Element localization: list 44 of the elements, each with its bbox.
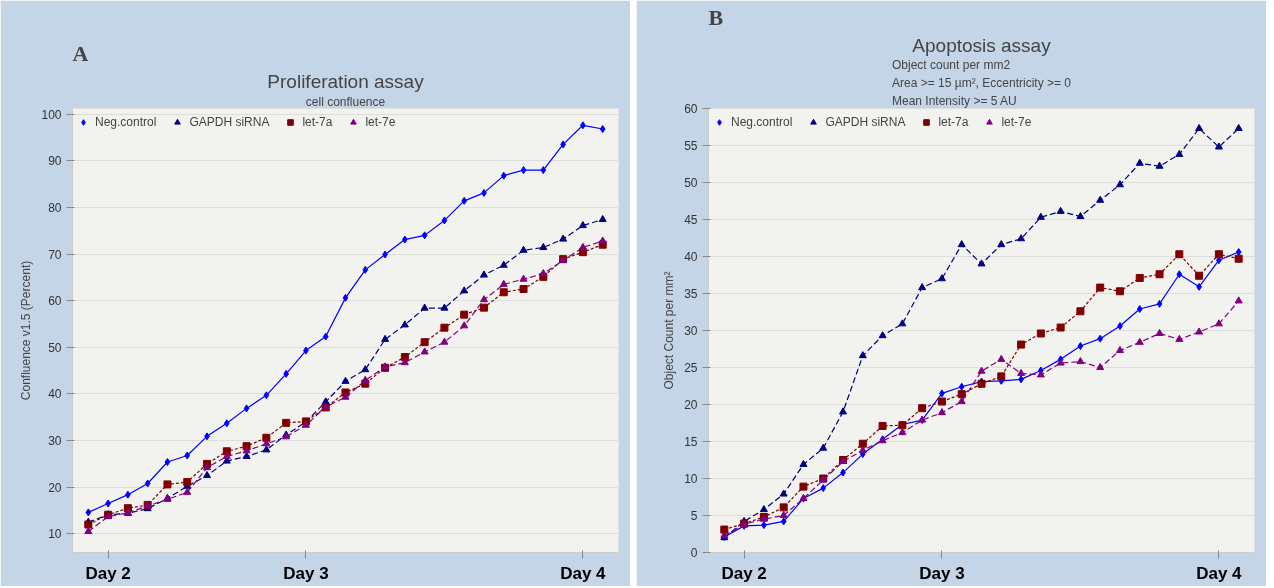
x-tick-label: Day 2	[85, 563, 131, 583]
y-tick-label: 5	[690, 509, 698, 523]
x-tick-label: Day 4	[1196, 563, 1243, 583]
x-tick-label: Day 4	[560, 563, 607, 583]
y-tick-label: 25	[684, 361, 698, 375]
legend-label: Neg.control	[731, 115, 793, 129]
y-tick-label: 35	[684, 287, 698, 301]
y-tick-label: 50	[48, 340, 62, 355]
chart-title: Proliferation assay	[267, 70, 425, 92]
chart-subtitle: cell confluence	[305, 94, 386, 109]
legend-label: let-7e	[1001, 115, 1032, 129]
y-tick-label: 60	[48, 294, 62, 309]
y-tick-label: 50	[684, 176, 698, 190]
y-tick-label: 60	[684, 102, 698, 116]
text: B	[708, 4, 724, 30]
y-tick-label: 20	[684, 398, 698, 412]
y-tick-label: 0	[690, 546, 698, 560]
x-tick-label: Day 2	[721, 563, 767, 583]
text: A	[72, 40, 89, 66]
y-axis-title: Object Count per mm²	[662, 271, 677, 390]
y-tick-label: 15	[684, 435, 698, 449]
legend-label: Neg.control	[95, 115, 157, 129]
y-tick-label: 70	[48, 247, 62, 262]
y-tick-label: 10	[684, 472, 698, 486]
y-tick-label: 80	[48, 200, 62, 215]
y-tick-label: 30	[48, 434, 62, 449]
x-tick-label: Day 3	[919, 563, 965, 583]
y-tick-label: 40	[48, 387, 62, 402]
chart-title: Apoptosis assay	[912, 34, 1052, 56]
x-tick-label: Day 3	[283, 563, 329, 583]
y-tick-label: 40	[684, 250, 698, 264]
legend-label: GAPDH siRNA	[825, 115, 906, 129]
y-tick-label: 90	[48, 154, 62, 169]
y-tick-label: 100	[41, 107, 62, 122]
legend-label: let-7e	[365, 115, 396, 129]
y-tick-label: 10	[48, 527, 62, 542]
legend-label: GAPDH siRNA	[189, 115, 270, 129]
y-tick-label: 20	[48, 480, 62, 495]
y-tick-label: 55	[684, 139, 698, 153]
y-axis-title: Confluence v1.5 (Percent)	[19, 260, 34, 401]
y-tick-label: 30	[684, 324, 698, 338]
legend-label: let-7a	[938, 115, 969, 129]
legend-label: let-7a	[302, 115, 333, 129]
y-tick-label: 45	[684, 213, 698, 227]
